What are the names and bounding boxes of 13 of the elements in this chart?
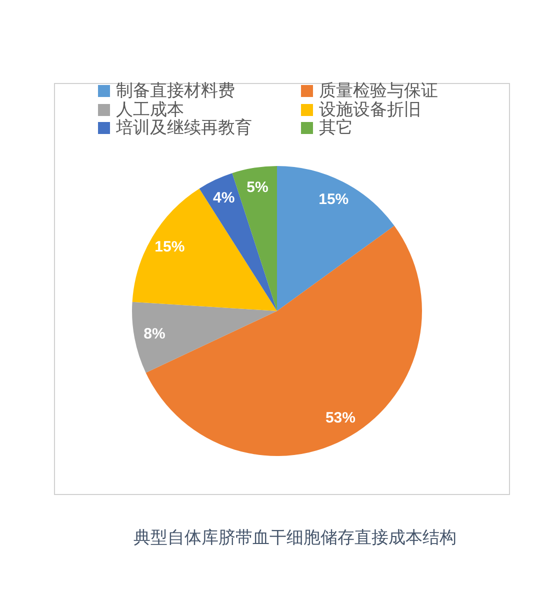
legend-label: 培训及继续再教育: [116, 118, 252, 138]
data-label: 5%: [246, 178, 268, 196]
data-label: 15%: [318, 191, 349, 208]
legend-label: 人工成本: [116, 100, 184, 120]
data-label: 8%: [144, 326, 166, 343]
data-label: 53%: [325, 409, 356, 426]
text: 典型自体库脐带血干细胞储存直接成本结构: [132, 527, 458, 549]
data-label: 4%: [213, 189, 235, 206]
legend-label: 其它: [319, 118, 353, 138]
legend-label: 设施设备折旧: [319, 100, 421, 120]
legend-label: 制备直接材料费: [116, 81, 235, 101]
data-label: 15%: [154, 238, 185, 256]
legend-label: 质量检验与保证: [319, 81, 438, 101]
